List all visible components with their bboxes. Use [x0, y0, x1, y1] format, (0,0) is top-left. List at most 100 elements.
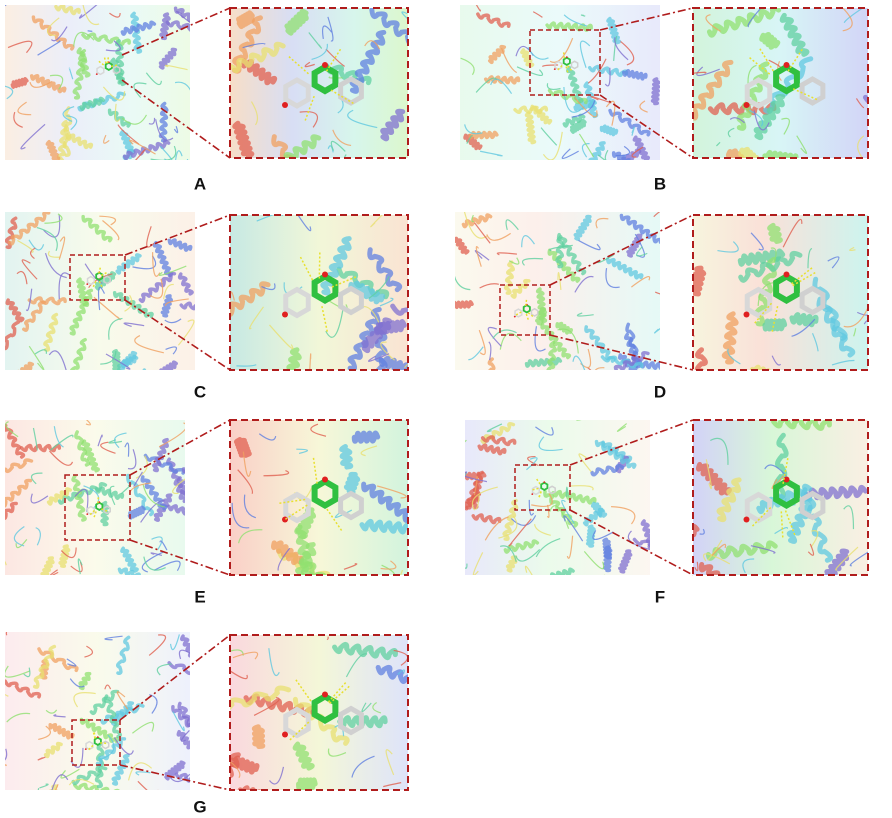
coil — [528, 499, 535, 516]
coil — [711, 543, 727, 556]
helix — [81, 439, 100, 473]
helix — [510, 278, 531, 299]
helix — [503, 260, 515, 295]
coil — [811, 333, 819, 352]
coil — [30, 493, 49, 504]
helix — [545, 21, 593, 32]
coil — [143, 556, 166, 571]
coil — [561, 499, 575, 524]
coil — [327, 748, 347, 757]
helix — [164, 760, 186, 781]
focus-box — [514, 464, 571, 511]
h-bond — [751, 506, 772, 527]
coil — [77, 558, 83, 575]
coil — [578, 453, 592, 473]
helix — [693, 59, 734, 121]
helix — [583, 81, 599, 119]
coil — [158, 422, 185, 448]
zoom-line — [129, 539, 231, 576]
h-bond — [100, 271, 109, 277]
figure-panel: C — [5, 212, 409, 401]
coil — [134, 148, 146, 160]
oxygen — [322, 62, 328, 68]
panel-label: C — [194, 382, 206, 401]
helix — [31, 15, 75, 51]
coil — [857, 311, 868, 316]
coil — [178, 649, 190, 660]
coil — [47, 250, 61, 258]
coil — [230, 760, 241, 779]
coil — [693, 71, 707, 74]
coil — [124, 442, 130, 457]
protein-wash — [5, 212, 195, 370]
coil — [549, 244, 573, 252]
helix — [94, 486, 125, 500]
protein — [230, 635, 408, 790]
coil — [487, 326, 502, 347]
coil — [133, 471, 143, 487]
coil — [466, 135, 474, 144]
focus-box — [71, 719, 121, 766]
helix — [786, 496, 813, 544]
coil — [546, 83, 561, 91]
coil — [827, 256, 840, 269]
coil — [135, 455, 148, 479]
coil — [460, 57, 475, 76]
helix — [373, 319, 407, 336]
coil — [473, 476, 478, 496]
ring — [799, 285, 826, 316]
helix — [111, 349, 121, 370]
coil — [50, 26, 68, 42]
coil — [242, 42, 266, 49]
h-bond — [288, 56, 309, 75]
coil — [717, 241, 739, 253]
coil — [849, 551, 868, 567]
coil — [583, 550, 605, 570]
coil — [62, 105, 75, 122]
coil — [334, 509, 353, 519]
ring-core — [95, 501, 104, 511]
coil — [463, 212, 488, 239]
coil — [471, 486, 498, 511]
coil — [84, 645, 94, 658]
oxygen — [95, 73, 98, 75]
coil — [581, 143, 590, 158]
coil — [343, 563, 358, 570]
helix — [573, 98, 597, 112]
coil — [747, 8, 762, 28]
coil — [455, 275, 471, 291]
helix — [622, 68, 648, 81]
coil — [557, 272, 562, 290]
coil — [98, 734, 115, 761]
coil — [177, 319, 195, 346]
zoom-box — [229, 419, 409, 576]
coil — [304, 61, 315, 68]
protein — [230, 420, 408, 575]
helix — [771, 420, 832, 431]
coil — [750, 232, 764, 251]
h-bond — [101, 508, 109, 513]
h-bond — [279, 498, 306, 504]
helix — [738, 250, 803, 283]
coil — [29, 80, 53, 88]
helix — [361, 481, 408, 523]
helix — [174, 772, 190, 783]
oxygen — [322, 476, 328, 483]
helix — [565, 65, 584, 104]
coil — [707, 539, 723, 561]
coil — [344, 154, 369, 158]
zoom-box — [692, 7, 869, 159]
coil — [807, 248, 813, 269]
coil — [5, 85, 14, 100]
coil — [578, 239, 601, 251]
coil — [277, 547, 291, 571]
h-bond — [780, 511, 784, 538]
helix — [152, 240, 174, 278]
coil — [159, 540, 168, 551]
helix — [152, 437, 170, 473]
ring-core — [104, 61, 113, 71]
ring — [101, 740, 110, 750]
h-bond — [514, 311, 522, 317]
zoom-box — [229, 214, 409, 371]
coil — [133, 82, 147, 99]
